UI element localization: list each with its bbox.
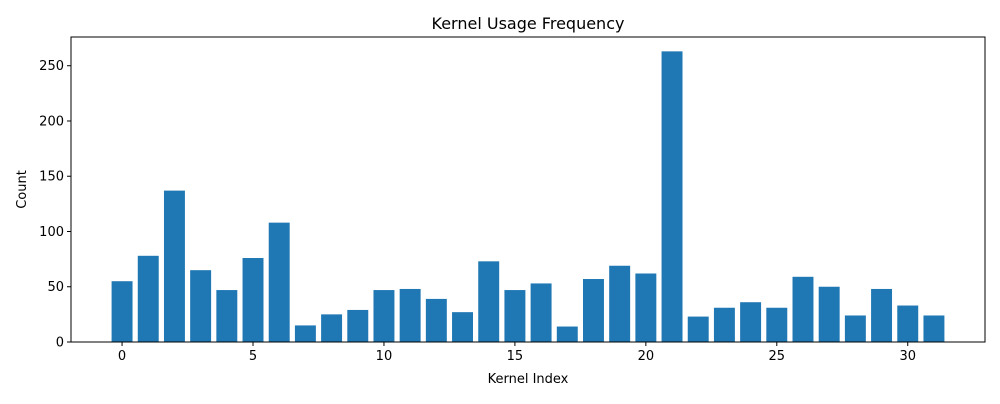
bar-kernel-0 [111, 281, 133, 342]
bar-kernel-18 [583, 279, 604, 342]
bar-kernel-10 [373, 290, 395, 342]
bars-group [111, 51, 945, 343]
y-axis-label: Count [15, 170, 30, 209]
x-tick-label: 0 [118, 349, 126, 364]
y-tick-label: 250 [39, 59, 64, 74]
bar-kernel-17 [556, 326, 578, 342]
bar-kernel-6 [268, 222, 290, 342]
x-tick-label: 20 [638, 349, 655, 364]
y-tick-label: 50 [47, 280, 64, 295]
plot-frame [70, 36, 986, 343]
x-tick-label: 10 [376, 349, 393, 364]
x-tick-label: 5 [249, 349, 257, 364]
y-tick-label: 200 [39, 114, 64, 129]
bar-kernel-28 [844, 315, 866, 342]
bar-kernel-9 [347, 309, 369, 342]
bar-kernel-27 [818, 286, 840, 342]
x-tick-label: 30 [899, 349, 916, 364]
y-tick-label: 100 [39, 225, 64, 240]
bar-kernel-26 [792, 276, 814, 342]
bar-kernel-19 [609, 265, 631, 342]
bar-kernel-22 [687, 316, 709, 342]
y-tick-label: 150 [39, 170, 64, 185]
bar-kernel-24 [740, 302, 762, 342]
bar-kernel-1 [137, 255, 159, 342]
bar-kernel-14 [478, 261, 500, 342]
bar-kernel-23 [713, 307, 735, 342]
x-tick-label: 25 [769, 349, 786, 364]
y-tick-label: 0 [56, 336, 64, 351]
bar-kernel-8 [321, 314, 343, 342]
bar-kernel-31 [923, 315, 945, 342]
bar-kernel-21 [661, 51, 683, 343]
bar-kernel-7 [294, 325, 316, 342]
x-axis-label: Kernel Index [488, 372, 569, 387]
bar-kernel-15 [504, 290, 526, 342]
bar-kernel-11 [399, 288, 421, 342]
bar-kernel-5 [242, 258, 264, 342]
bar-kernel-25 [766, 307, 788, 342]
x-tick-label: 15 [507, 349, 524, 364]
bar-kernel-29 [871, 288, 893, 342]
chart-title: Kernel Usage Frequency [432, 14, 625, 33]
bar-kernel-4 [216, 290, 238, 342]
bar-kernel-20 [635, 273, 657, 342]
bar-kernel-30 [897, 305, 919, 342]
bar-kernel-2 [163, 190, 185, 342]
bar-kernel-3 [190, 270, 212, 342]
bar-kernel-13 [452, 312, 473, 342]
bar-kernel-16 [530, 283, 552, 342]
ticks-group: 0 5 10 15 20 25 30 0 50 100 150 200 250 [39, 59, 916, 364]
bar-kernel-12 [425, 298, 447, 342]
